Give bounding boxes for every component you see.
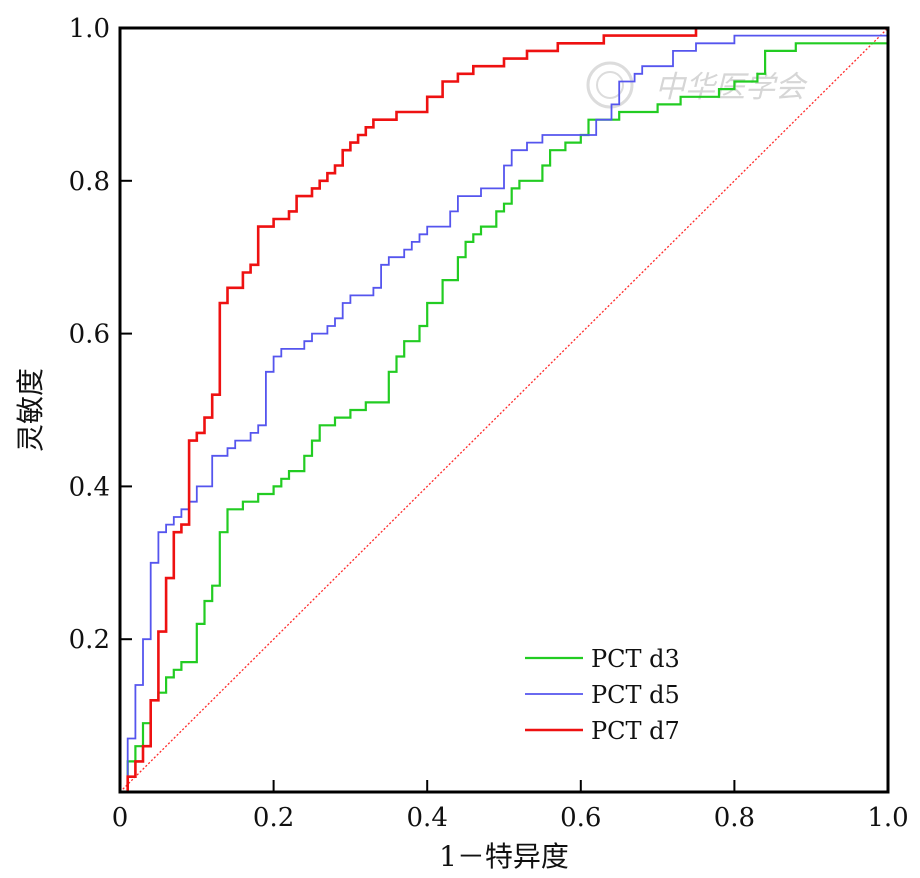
- y-axis-label: 灵敏度: [14, 368, 47, 452]
- series-line-pct-d7: [120, 26, 888, 794]
- x-axis-label: 1－特异度: [439, 840, 569, 873]
- y-tick-label: 0.8: [69, 167, 110, 197]
- seal-icon: [586, 61, 634, 109]
- x-tick-label: 0.4: [407, 803, 448, 833]
- reference-diagonal: [119, 27, 889, 793]
- x-tick-label: 0.8: [714, 803, 755, 833]
- x-tick-label: 1.0: [867, 803, 908, 833]
- x-tick-label: 0: [112, 803, 129, 833]
- y-tick-label: 0.6: [69, 320, 110, 350]
- watermark: 中华医学会: [586, 61, 808, 109]
- x-tick-label: 0.6: [560, 803, 601, 833]
- y-tick-label: 0.4: [69, 472, 110, 502]
- series-line-pct-d5: [120, 28, 889, 793]
- watermark-text: 中华医学会: [655, 70, 808, 105]
- plot-frame: [118, 26, 890, 794]
- legend-label: PCT d5: [591, 681, 680, 709]
- y-tick-label: 0.2: [69, 625, 110, 655]
- seal-inner-icon: [596, 71, 624, 99]
- series-layer: [120, 26, 890, 794]
- legend-label: PCT d3: [591, 645, 680, 673]
- axis-layer: 0 0.2 0.4 0.6 0.8 1.0 0.2 0.4 0.6 0.8 1.0: [69, 14, 909, 833]
- legend: PCT d3 PCT d5 PCT d7: [525, 645, 680, 745]
- legend-label: PCT d7: [591, 717, 680, 745]
- x-tick-label: 0.2: [253, 803, 294, 833]
- y-tick-label: 1.0: [69, 14, 110, 44]
